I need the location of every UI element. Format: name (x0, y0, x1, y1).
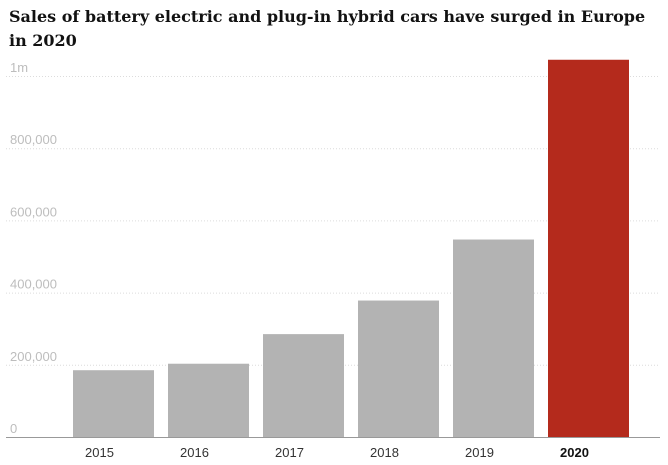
x-tick-label-2017: 2017 (275, 445, 304, 460)
bar-2016 (168, 363, 249, 437)
x-tick-labels: 2015 2016 2017 2018 2019 2020 (85, 445, 589, 460)
y-tick-label: 400,000 (10, 277, 57, 292)
x-tick-label-2019: 2019 (465, 445, 494, 460)
x-tick-label-2015: 2015 (85, 445, 114, 460)
bars (73, 59, 629, 437)
bar-2020 (548, 59, 629, 437)
y-tick-label: 0 (10, 421, 17, 436)
chart-title: Sales of battery electric and plug-in hy… (9, 7, 646, 50)
bar-2018 (358, 300, 439, 437)
y-tick-label: 800,000 (10, 132, 57, 147)
x-tick-label-2018: 2018 (370, 445, 399, 460)
y-tick-label: 600,000 (10, 204, 57, 219)
bar-2015 (73, 370, 154, 437)
bar-2017 (263, 334, 344, 437)
bar-2019 (453, 239, 534, 437)
x-tick-label-2020: 2020 (560, 445, 589, 460)
x-tick-label-2016: 2016 (180, 445, 209, 460)
y-tick-labels: 0 200,000 400,000 600,000 800,000 1m (10, 60, 57, 436)
y-tick-label: 1m (10, 60, 28, 75)
y-tick-label: 200,000 (10, 349, 57, 364)
